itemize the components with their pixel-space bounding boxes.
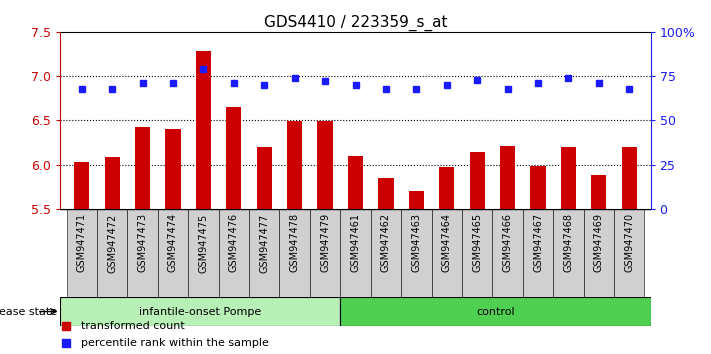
Bar	[287, 121, 302, 209]
Text: GSM947469: GSM947469	[594, 213, 604, 272]
Bar	[158, 209, 188, 297]
Bar	[432, 209, 462, 297]
Bar	[370, 209, 401, 297]
Bar	[523, 209, 553, 297]
Text: GSM947468: GSM947468	[563, 213, 574, 272]
Bar	[621, 147, 637, 209]
Text: transformed count: transformed count	[81, 321, 185, 331]
Text: GSM947474: GSM947474	[168, 213, 178, 273]
Text: GSM947470: GSM947470	[624, 213, 634, 273]
Bar	[166, 129, 181, 209]
Text: GSM947465: GSM947465	[472, 213, 482, 273]
Text: GSM947463: GSM947463	[412, 213, 422, 272]
Text: GSM947466: GSM947466	[503, 213, 513, 272]
Bar	[279, 209, 310, 297]
Bar	[561, 147, 576, 209]
Bar	[401, 209, 432, 297]
Text: disease state: disease state	[0, 307, 57, 316]
Text: GSM947472: GSM947472	[107, 213, 117, 273]
Bar	[318, 121, 333, 209]
Bar	[584, 209, 614, 297]
Bar	[614, 209, 644, 297]
Text: GSM947461: GSM947461	[351, 213, 360, 272]
Bar	[439, 167, 454, 209]
Bar	[500, 146, 515, 209]
Text: GSM947478: GSM947478	[289, 213, 299, 273]
Bar	[226, 107, 242, 209]
Text: GSM947476: GSM947476	[229, 213, 239, 273]
Bar	[553, 209, 584, 297]
Text: GSM947467: GSM947467	[533, 213, 543, 273]
Bar	[340, 297, 651, 326]
Text: infantile-onset Pompe: infantile-onset Pompe	[139, 307, 262, 316]
Bar	[67, 209, 97, 297]
Bar	[257, 147, 272, 209]
Title: GDS4410 / 223359_s_at: GDS4410 / 223359_s_at	[264, 14, 447, 30]
Bar	[218, 209, 249, 297]
Bar	[493, 209, 523, 297]
Text: control: control	[476, 307, 515, 316]
Text: GSM947479: GSM947479	[320, 213, 330, 273]
Bar	[409, 191, 424, 209]
Text: GSM947462: GSM947462	[381, 213, 391, 273]
Bar	[348, 156, 363, 209]
Bar	[135, 127, 150, 209]
Bar	[592, 175, 606, 209]
Bar	[462, 209, 493, 297]
Text: GSM947464: GSM947464	[442, 213, 451, 272]
Bar	[378, 178, 393, 209]
Bar	[60, 297, 340, 326]
Text: GSM947473: GSM947473	[137, 213, 148, 273]
Bar	[249, 209, 279, 297]
Bar	[105, 157, 119, 209]
Text: GSM947477: GSM947477	[260, 213, 269, 273]
Text: GSM947475: GSM947475	[198, 213, 208, 273]
Text: percentile rank within the sample: percentile rank within the sample	[81, 338, 269, 348]
Bar	[310, 209, 341, 297]
Bar	[127, 209, 158, 297]
Bar	[74, 162, 90, 209]
Bar	[341, 209, 370, 297]
Bar	[196, 51, 211, 209]
Bar	[188, 209, 218, 297]
Bar	[530, 166, 545, 209]
Text: GSM947471: GSM947471	[77, 213, 87, 273]
Bar	[97, 209, 127, 297]
Bar	[469, 152, 485, 209]
